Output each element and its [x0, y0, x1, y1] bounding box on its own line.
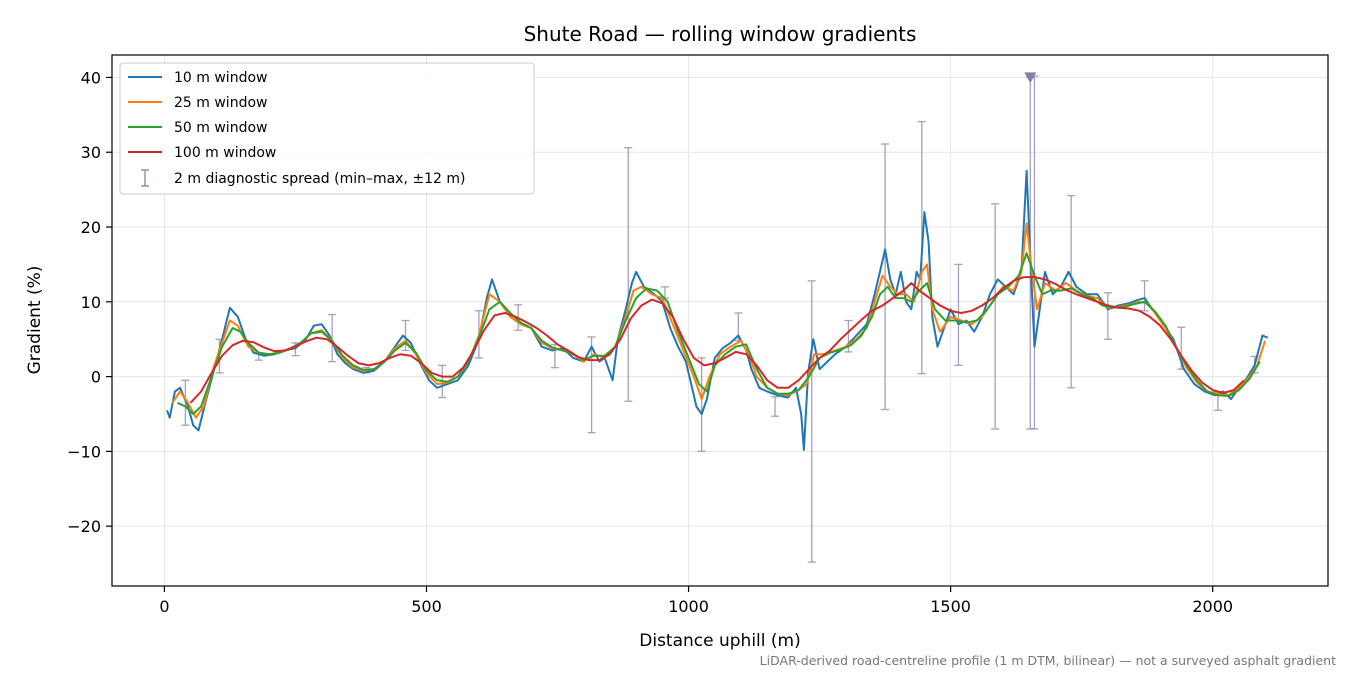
- diagnostic-bar: [624, 147, 633, 402]
- legend-label-10m: 10 m window: [174, 70, 267, 86]
- diagnostic-bar: [1030, 75, 1039, 430]
- x-tick-label: 500: [411, 597, 442, 616]
- legend-box: [119, 62, 535, 195]
- legend-label-25m: 25 m window: [174, 95, 267, 111]
- x-tick-label: 1000: [668, 597, 709, 616]
- diagnostic-bar: [807, 280, 816, 563]
- legend-label-diagnostic: 2 m diagnostic spread (min–max, ±12 m): [174, 171, 465, 187]
- series-line-w100: [189, 276, 1245, 404]
- legend: 10 m window 25 m window 50 m window 100 …: [119, 62, 535, 195]
- diagnostic-bar: [954, 263, 963, 367]
- chart-title: Shute Road — rolling window gradients: [524, 22, 917, 46]
- diagnostic-bar: [881, 143, 890, 411]
- legend-swatch-diagnostic: [141, 169, 149, 187]
- y-tick-label: −10: [67, 442, 101, 461]
- x-axis-ticks: 0 500 1000 1500 2000: [159, 586, 1233, 616]
- legend-label-50m: 50 m window: [174, 120, 267, 136]
- diagnostic-bar: [401, 319, 410, 352]
- plot-area-frame: [111, 54, 1329, 587]
- y-tick-label: 40: [81, 68, 101, 87]
- footnote: LiDAR-derived road-centreline profile (1…: [760, 653, 1336, 668]
- x-tick-label: 0: [159, 597, 169, 616]
- series-lines: [166, 169, 1269, 451]
- series-line-w10: [166, 169, 1269, 451]
- y-tick-label: 10: [81, 293, 101, 312]
- y-tick-label: −20: [67, 517, 101, 536]
- y-tick-label: 20: [81, 218, 101, 237]
- series-line-w50: [177, 252, 1261, 415]
- diagnostic-bar: [771, 396, 780, 417]
- series-line-w25: [171, 222, 1267, 419]
- diagnostic-bar: [697, 357, 706, 453]
- y-tick-label: 30: [81, 143, 101, 162]
- diagnostic-marker: [1024, 72, 1037, 84]
- diagnostic-bar: [587, 336, 596, 434]
- x-tick-label: 1500: [930, 597, 971, 616]
- diagnostic-bar: [1103, 292, 1112, 340]
- legend-label-100m: 100 m window: [174, 145, 276, 161]
- y-axis-label: Gradient (%): [25, 266, 45, 375]
- y-axis-ticks: −20 −10 0 10 20 30 40: [67, 68, 112, 536]
- x-tick-label: 2000: [1192, 597, 1233, 616]
- diagnostic-bar: [991, 203, 1000, 430]
- diagnostic-bar: [1140, 280, 1149, 312]
- y-tick-label: 0: [91, 368, 101, 387]
- diagnostic-bar: [328, 313, 337, 363]
- x-axis-label: Distance uphill (m): [639, 631, 800, 651]
